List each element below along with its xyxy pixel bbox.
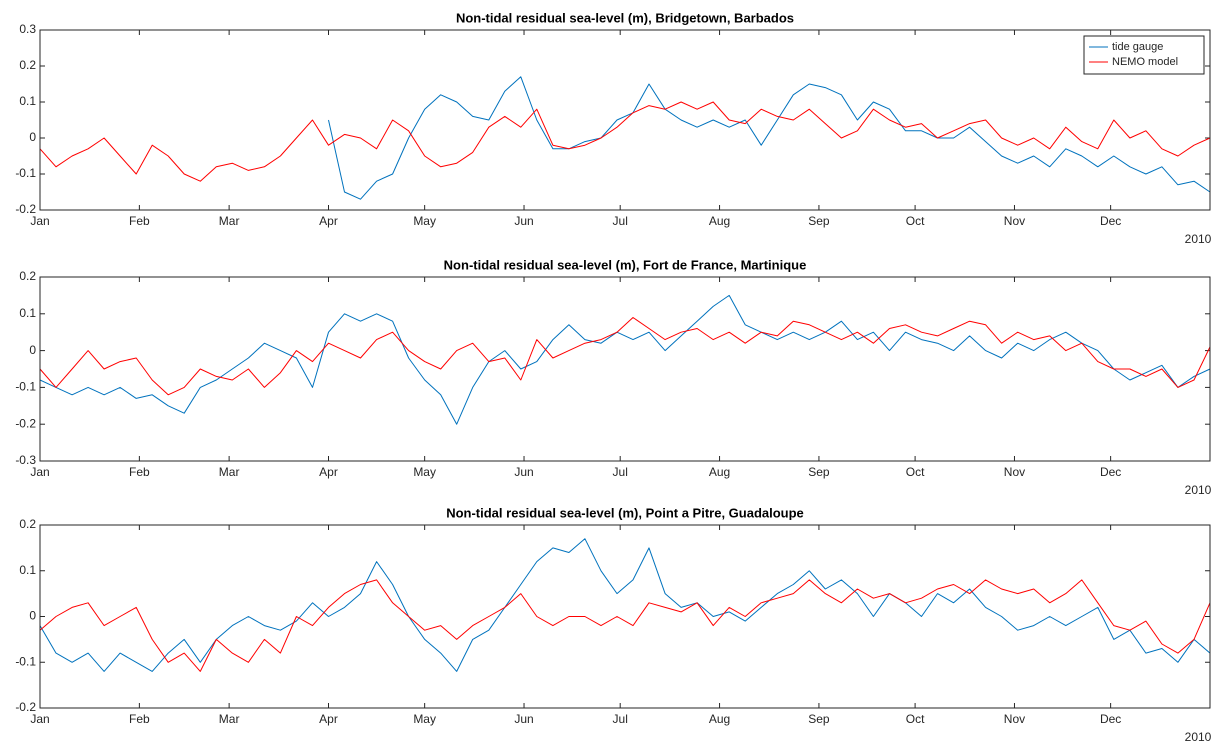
x-tick-label: Feb <box>129 214 150 228</box>
legend: tide gauge NEMO model <box>1083 35 1205 75</box>
y-tick-label: -0.1 <box>15 166 36 180</box>
x-tick-label: Aug <box>709 712 730 726</box>
y-tick-label: 0.3 <box>19 22 36 36</box>
series-line <box>39 579 1211 672</box>
series-line <box>39 294 1211 425</box>
legend-label: tide gauge <box>1112 41 1163 53</box>
legend-label: NEMO model <box>1112 56 1178 68</box>
x-tick-label: Sep <box>808 214 830 228</box>
y-tick-label: 0.1 <box>19 94 36 108</box>
y-tick-label: 0.2 <box>19 58 36 72</box>
series-line <box>39 538 1211 672</box>
y-tick-label: 0 <box>29 343 36 357</box>
axes-box <box>39 29 1211 211</box>
axes-box <box>39 524 1211 709</box>
x-tick-label: May <box>413 214 436 228</box>
x-tick-label: Dec <box>1100 465 1121 479</box>
plot-area <box>40 525 1210 708</box>
y-tick-label: 0.2 <box>19 269 36 283</box>
x-tick-label: Feb <box>129 712 150 726</box>
x-tick-label: Sep <box>808 465 830 479</box>
axes-box <box>39 276 1211 462</box>
y-tick-label: -0.3 <box>15 453 36 467</box>
y-tick-label: -0.2 <box>15 700 36 714</box>
plot-area <box>40 277 1210 461</box>
x-tick-label: Nov <box>1004 214 1025 228</box>
year-label: 2010 <box>1185 730 1212 742</box>
y-tick-label: 0.1 <box>19 306 36 320</box>
series-line <box>39 101 1211 182</box>
x-tick-label: Jul <box>613 465 628 479</box>
y-tick-label: -0.2 <box>15 202 36 216</box>
x-tick-label: Oct <box>906 465 925 479</box>
x-tick-label: Mar <box>219 214 240 228</box>
x-tick-label: Sep <box>808 712 830 726</box>
x-tick-label: Apr <box>319 465 338 479</box>
x-tick-label: Jul <box>613 214 628 228</box>
x-tick-label: Aug <box>709 214 730 228</box>
y-tick-label: -0.2 <box>15 416 36 430</box>
x-tick-label: Jul <box>613 712 628 726</box>
y-tick-label: 0.2 <box>19 517 36 531</box>
chart-title: Non-tidal residual sea-level (m), Bridge… <box>456 10 794 25</box>
legend-box <box>1083 35 1205 75</box>
x-tick-label: May <box>413 465 436 479</box>
chart-title: Non-tidal residual sea-level (m), Fort d… <box>444 257 807 272</box>
y-tick-label: 0 <box>29 609 36 623</box>
x-tick-label: Jan <box>30 465 49 479</box>
x-tick-label: Apr <box>319 214 338 228</box>
x-tick-label: Jun <box>514 712 533 726</box>
y-tick-label: 0 <box>29 130 36 144</box>
series-line <box>328 76 1211 200</box>
x-tick-label: Jan <box>30 214 49 228</box>
x-tick-label: Aug <box>709 465 730 479</box>
x-tick-label: Oct <box>906 214 925 228</box>
chart-title: Non-tidal residual sea-level (m), Point … <box>446 505 804 520</box>
x-tick-label: Jun <box>514 214 533 228</box>
x-tick-label: Nov <box>1004 465 1025 479</box>
year-label: 2010 <box>1185 232 1212 246</box>
x-tick-label: May <box>413 712 436 726</box>
x-tick-label: Nov <box>1004 712 1025 726</box>
x-tick-label: Mar <box>219 465 240 479</box>
x-tick-label: Dec <box>1100 214 1121 228</box>
y-tick-label: -0.1 <box>15 654 36 668</box>
x-tick-label: Apr <box>319 712 338 726</box>
x-tick-label: Jun <box>514 465 533 479</box>
x-tick-label: Dec <box>1100 712 1121 726</box>
series-line <box>39 317 1211 396</box>
x-tick-label: Jan <box>30 712 49 726</box>
x-tick-label: Oct <box>906 712 925 726</box>
year-label: 2010 <box>1185 483 1212 497</box>
x-tick-label: Mar <box>219 712 240 726</box>
y-tick-label: 0.1 <box>19 563 36 577</box>
x-tick-label: Feb <box>129 465 150 479</box>
y-tick-label: -0.1 <box>15 380 36 394</box>
